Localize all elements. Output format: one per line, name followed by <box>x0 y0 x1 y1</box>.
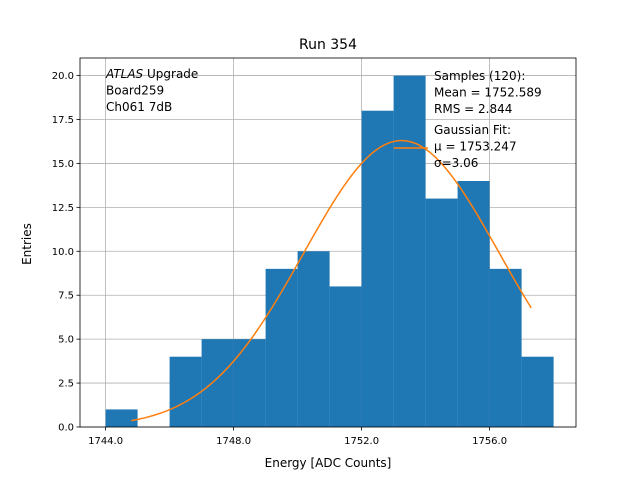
axes-frame <box>79 57 577 428</box>
atlas-annotation: ATLAS Upgrade Board259 Ch061 7dB <box>105 67 198 114</box>
gaussian-fit-curve <box>131 139 532 422</box>
histogram-bar <box>265 268 298 427</box>
annotation-text: Ch061 7dB <box>106 100 172 114</box>
chart-title: Run 354 <box>299 37 357 53</box>
histogram-bar <box>201 339 234 427</box>
legend: Samples (120): Mean = 1752.589 RMS = 2.8… <box>394 69 542 170</box>
histogram-bar <box>489 268 522 427</box>
legend-line: σ=3.06 <box>434 156 478 170</box>
annotation-text: Board259 <box>106 84 164 98</box>
y-tick-label: 10.0 <box>52 247 74 258</box>
histogram-bar <box>425 198 458 427</box>
y-tick-label: 17.5 <box>52 115 74 126</box>
annotation-text: Upgrade <box>143 67 198 81</box>
y-tick-label: 15.0 <box>52 159 74 170</box>
annotation-line: ATLAS Upgrade <box>105 67 198 81</box>
histogram-bar <box>297 251 330 427</box>
x-tick-label: 1748.0 <box>216 436 251 447</box>
y-tick-label: 5.0 <box>58 335 74 346</box>
legend-line: μ = 1753.247 <box>434 140 517 154</box>
legend-line: Mean = 1752.589 <box>434 86 542 100</box>
y-tick-label: 12.5 <box>52 203 74 214</box>
histogram-bar <box>329 286 362 427</box>
annotation-line: Board259 <box>106 84 164 98</box>
x-tick-label: 1756.0 <box>472 436 507 447</box>
y-tick-label: 20.0 <box>52 71 74 82</box>
histogram-bar <box>457 181 490 427</box>
y-tick-label: 7.5 <box>58 291 74 302</box>
bars-layer <box>105 75 554 428</box>
annotation-italic-text: ATLAS <box>105 67 144 81</box>
legend-line: Samples (120): <box>434 69 525 83</box>
annotation-line: Ch061 7dB <box>106 100 172 114</box>
legend-line: RMS = 2.844 <box>434 102 512 116</box>
y-axis-label: Entries <box>20 223 34 265</box>
histogram-bar <box>105 409 138 427</box>
x-axis-label: Energy [ADC Counts] <box>265 456 392 470</box>
ticks-layer: 1744.0 1748.0 1752.0 1756.0 0.0 2.5 5.0 7.5 10.0… <box>52 71 507 447</box>
legend-line: Gaussian Fit: <box>434 123 511 137</box>
fit-layer <box>131 139 532 422</box>
x-tick-label: 1752.0 <box>344 436 379 447</box>
y-tick-label: 2.5 <box>58 379 74 390</box>
histogram-bar <box>169 356 202 427</box>
histogram-bar <box>233 339 266 427</box>
histogram-bar <box>393 75 426 428</box>
y-tick-label: 0.0 <box>58 423 74 434</box>
histogram-bar <box>361 110 394 427</box>
histogram-bar <box>521 356 554 427</box>
x-tick-label: 1744.0 <box>88 436 123 447</box>
